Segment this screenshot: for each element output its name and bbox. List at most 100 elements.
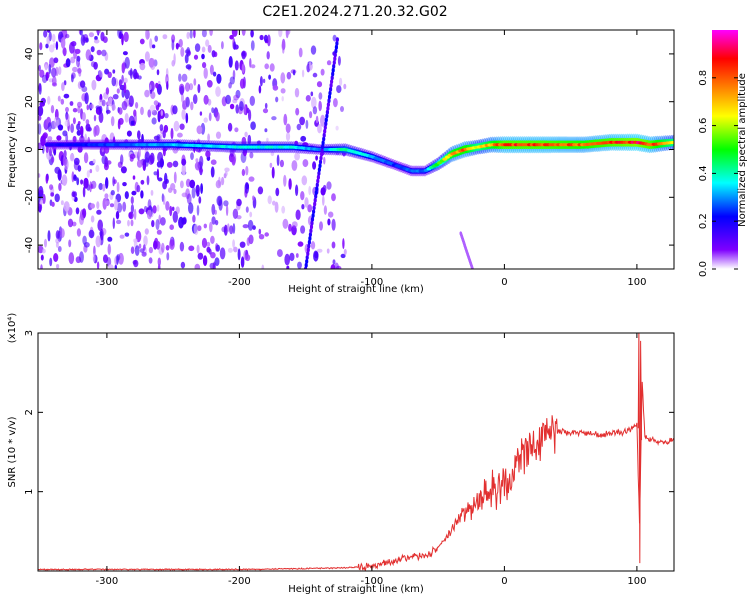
noise-speck <box>201 30 207 38</box>
noise-speck <box>93 39 100 44</box>
noise-speck <box>40 254 44 261</box>
noise-speck <box>301 69 305 78</box>
noise-speck <box>150 189 154 196</box>
noise-speck <box>39 42 43 51</box>
noise-speck <box>38 64 41 72</box>
streak-point <box>324 117 328 123</box>
noise-speck <box>71 191 76 198</box>
noise-speck <box>53 148 57 156</box>
noise-speck <box>88 32 94 38</box>
noise-speck <box>120 166 127 174</box>
noise-speck <box>112 176 115 187</box>
noise-speck <box>81 112 86 122</box>
noise-speck <box>54 193 60 203</box>
noise-speck <box>181 73 188 82</box>
noise-speck <box>206 241 211 247</box>
noise-speck <box>227 223 230 232</box>
noise-speck <box>88 229 95 239</box>
noise-speck <box>192 94 198 105</box>
noise-speck <box>164 113 169 119</box>
noise-speck <box>229 103 235 110</box>
noise-speck <box>86 104 90 111</box>
noise-speck <box>304 197 309 208</box>
noise-speck <box>141 251 147 257</box>
noise-speck <box>133 109 137 117</box>
noise-speck <box>294 87 300 98</box>
colorbar-tick-label: 0.6 <box>698 118 709 134</box>
noise-speck <box>328 211 334 218</box>
noise-speck <box>179 85 184 96</box>
noise-speck <box>85 49 92 61</box>
streak-point <box>305 259 309 264</box>
noise-speck <box>85 119 90 125</box>
y-tick-label: 0 <box>24 146 35 152</box>
noise-speck <box>166 161 173 168</box>
noise-speck <box>197 252 204 260</box>
noise-speck <box>137 130 141 140</box>
noise-speck <box>153 240 158 250</box>
noise-speck <box>128 95 134 107</box>
y-tick-label: -40 <box>24 237 35 253</box>
streak-point <box>309 224 314 230</box>
noise-speck <box>111 104 116 111</box>
noise-speck <box>331 218 336 231</box>
noise-speck <box>165 74 169 85</box>
noise-speck <box>123 82 127 94</box>
noise-speck <box>193 78 197 86</box>
noise-speck <box>231 30 238 37</box>
noise-speck <box>320 68 325 76</box>
noise-speck <box>51 67 57 78</box>
noise-speck <box>249 152 254 159</box>
noise-speck <box>156 69 160 76</box>
noise-speck <box>246 237 250 247</box>
noise-speck <box>133 259 139 268</box>
noise-speck <box>316 81 323 88</box>
noise-speck <box>336 85 342 94</box>
noise-speck <box>211 203 216 216</box>
noise-speck <box>194 263 201 269</box>
streak-point <box>323 128 327 134</box>
noise-speck <box>241 30 246 36</box>
spectrogram-plot-area <box>38 30 674 269</box>
noise-speck <box>266 51 270 60</box>
noise-speck <box>101 49 107 57</box>
noise-speck <box>121 100 128 111</box>
noise-speck <box>76 177 80 186</box>
colorbar-label: Normalized spectral amplitude <box>737 73 748 227</box>
noise-speck <box>291 160 298 171</box>
noise-speck <box>298 47 303 58</box>
streak-point <box>335 37 339 42</box>
noise-speck <box>42 193 46 205</box>
noise-speck <box>250 40 255 51</box>
noise-speck <box>163 124 169 133</box>
noise-speck <box>162 147 166 157</box>
noise-speck <box>45 43 49 49</box>
noise-speck <box>155 219 160 231</box>
noise-speck <box>249 95 255 106</box>
streak-point <box>315 182 319 188</box>
noise-speck <box>162 180 168 190</box>
noise-speck <box>95 105 101 110</box>
noise-speck <box>157 102 161 108</box>
noise-speck <box>310 91 314 97</box>
noise-speck <box>172 105 178 115</box>
noise-speck <box>320 114 326 127</box>
noise-speck <box>178 73 182 82</box>
streak-point <box>323 125 327 130</box>
noise-speck <box>234 127 239 133</box>
snr-panel: -300 -200 -100 0 100 1 2 3 Height of straight … <box>7 313 675 595</box>
noise-speck <box>331 193 336 202</box>
noise-speck <box>179 241 185 252</box>
noise-speck <box>267 34 271 47</box>
noise-speck <box>144 151 150 163</box>
noise-speck <box>186 193 192 205</box>
noise-speck <box>186 47 191 57</box>
noise-speck <box>250 64 256 69</box>
noise-speck <box>80 179 84 185</box>
noise-speck <box>159 124 164 132</box>
noise-speck <box>173 120 180 132</box>
noise-speck <box>93 61 98 70</box>
noise-speck <box>50 105 55 114</box>
noise-speck <box>116 181 120 193</box>
noise-speck <box>202 255 208 267</box>
